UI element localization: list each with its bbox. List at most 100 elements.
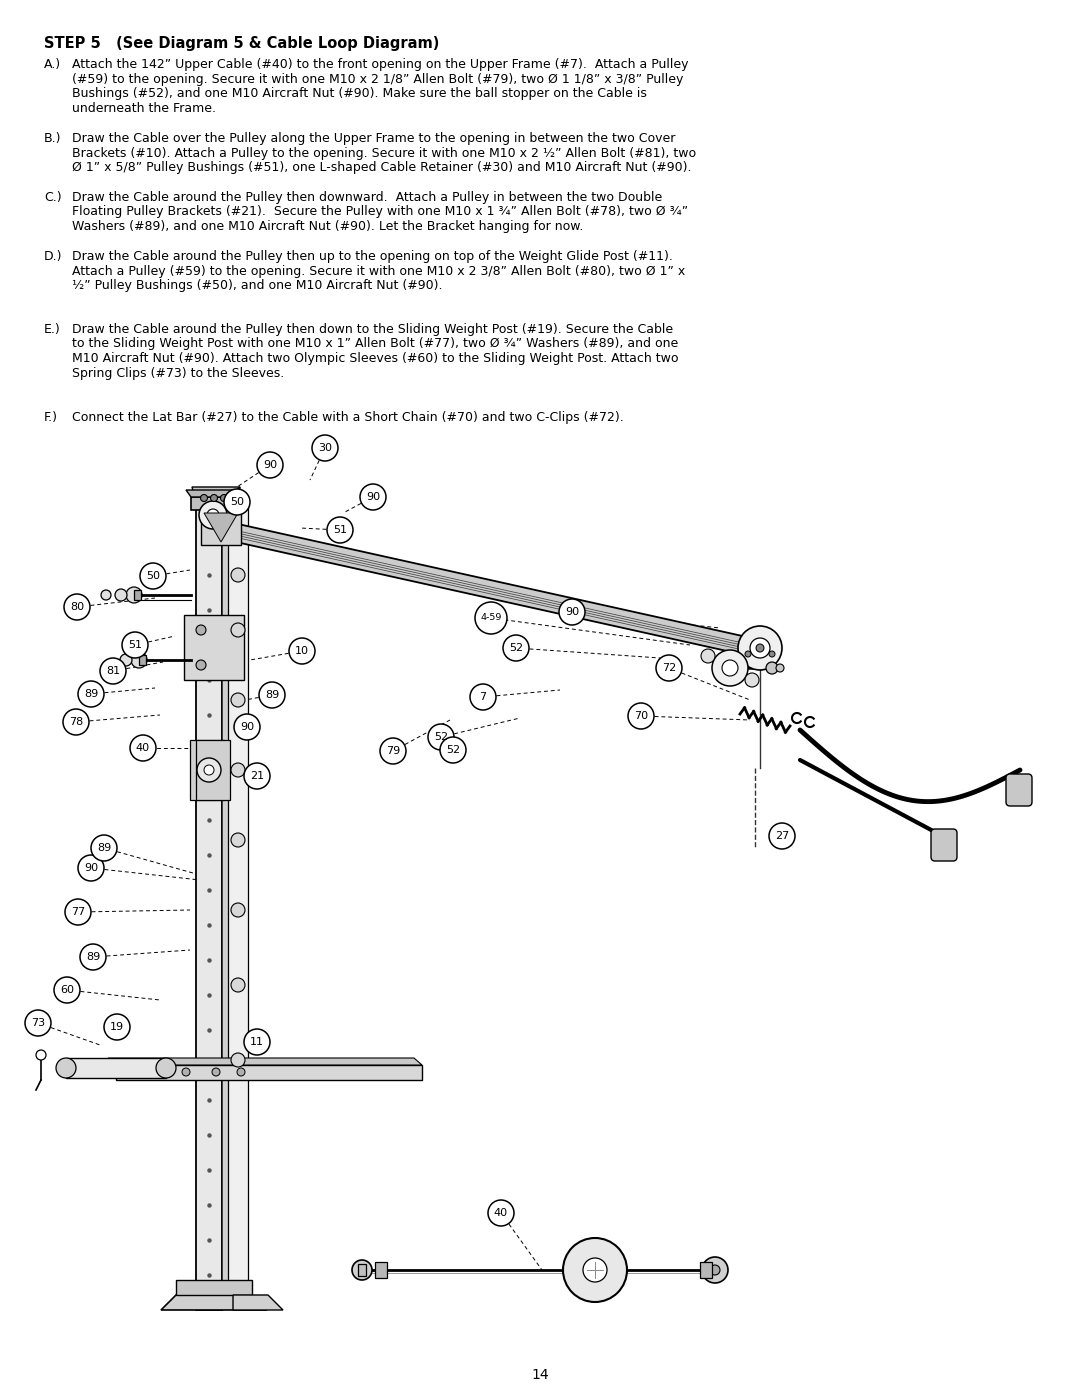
Text: 51: 51: [333, 525, 347, 535]
Circle shape: [563, 1238, 627, 1302]
Text: 30: 30: [318, 443, 332, 453]
Circle shape: [231, 569, 245, 583]
Text: Ø 1” x 5/8” Pulley Bushings (#51), one L-shaped Cable Retainer (#30) and M10 Air: Ø 1” x 5/8” Pulley Bushings (#51), one L…: [72, 161, 691, 175]
Text: 40: 40: [136, 743, 150, 753]
Text: underneath the Frame.: underneath the Frame.: [72, 102, 216, 115]
Circle shape: [100, 658, 126, 685]
Circle shape: [559, 599, 585, 624]
Circle shape: [231, 623, 245, 637]
Circle shape: [712, 650, 748, 686]
Text: 72: 72: [662, 664, 676, 673]
Polygon shape: [184, 615, 244, 680]
Text: 52: 52: [434, 732, 448, 742]
Circle shape: [224, 489, 249, 515]
Circle shape: [745, 651, 751, 657]
Text: Spring Clips (#73) to the Sleeves.: Spring Clips (#73) to the Sleeves.: [72, 366, 284, 380]
Circle shape: [114, 590, 127, 601]
Text: 90: 90: [240, 722, 254, 732]
Circle shape: [126, 587, 141, 604]
Circle shape: [78, 855, 104, 882]
Circle shape: [470, 685, 496, 710]
Circle shape: [583, 1259, 607, 1282]
Circle shape: [475, 602, 507, 634]
Text: C.): C.): [44, 191, 62, 204]
Polygon shape: [66, 1058, 166, 1078]
Circle shape: [183, 1067, 190, 1076]
Circle shape: [122, 631, 148, 658]
Text: 7: 7: [480, 692, 487, 703]
Circle shape: [212, 1067, 220, 1076]
Circle shape: [769, 651, 775, 657]
Text: 73: 73: [31, 1018, 45, 1028]
Circle shape: [36, 1051, 46, 1060]
Circle shape: [156, 1058, 176, 1078]
Polygon shape: [134, 590, 141, 599]
Text: to the Sliding Weight Post with one M10 x 1” Allen Bolt (#77), two Ø ¾” Washers : to the Sliding Weight Post with one M10 …: [72, 338, 678, 351]
Text: 52: 52: [509, 643, 523, 652]
Circle shape: [140, 563, 166, 590]
Polygon shape: [139, 655, 146, 665]
Text: Draw the Cable around the Pulley then down to the Sliding Weight Post (#19). Sec: Draw the Cable around the Pulley then do…: [72, 323, 673, 337]
Circle shape: [738, 626, 782, 671]
Circle shape: [220, 495, 228, 502]
Circle shape: [199, 502, 227, 529]
Circle shape: [231, 902, 245, 916]
Text: 90: 90: [262, 460, 278, 469]
Circle shape: [195, 624, 206, 636]
Text: 89: 89: [97, 842, 111, 854]
Circle shape: [360, 483, 386, 510]
Text: 89: 89: [86, 951, 100, 963]
Circle shape: [627, 703, 654, 729]
Text: 77: 77: [71, 907, 85, 916]
Polygon shape: [233, 1295, 283, 1310]
Text: (#59) to the opening. Secure it with one M10 x 2 1/8” Allen Bolt (#79), two Ø 1 : (#59) to the opening. Secure it with one…: [72, 73, 684, 85]
Text: 60: 60: [60, 985, 75, 995]
Circle shape: [211, 495, 217, 502]
Text: B.): B.): [44, 131, 62, 145]
Circle shape: [78, 680, 104, 707]
Text: 81: 81: [106, 666, 120, 676]
Circle shape: [120, 654, 132, 666]
Circle shape: [745, 673, 759, 687]
Circle shape: [701, 650, 715, 664]
Circle shape: [312, 434, 338, 461]
Text: 14: 14: [531, 1368, 549, 1382]
Circle shape: [756, 644, 764, 652]
Circle shape: [80, 944, 106, 970]
Text: 40: 40: [494, 1208, 508, 1218]
Text: E.): E.): [44, 323, 60, 337]
Polygon shape: [222, 488, 240, 1310]
Circle shape: [428, 724, 454, 750]
Circle shape: [257, 453, 283, 478]
Circle shape: [54, 977, 80, 1003]
Circle shape: [207, 509, 219, 521]
Text: Draw the Cable around the Pulley then downward.  Attach a Pulley in between the : Draw the Cable around the Pulley then do…: [72, 191, 662, 204]
Polygon shape: [116, 1065, 422, 1080]
Circle shape: [237, 1067, 245, 1076]
Circle shape: [104, 1014, 130, 1039]
Circle shape: [656, 655, 681, 680]
Polygon shape: [208, 518, 757, 657]
Text: STEP 5   (See Diagram 5 & Cable Loop Diagram): STEP 5 (See Diagram 5 & Cable Loop Diagr…: [44, 36, 440, 52]
Polygon shape: [176, 1280, 252, 1295]
Circle shape: [231, 1053, 245, 1067]
Polygon shape: [195, 502, 222, 1310]
Text: 70: 70: [634, 711, 648, 721]
Circle shape: [769, 823, 795, 849]
Text: 89: 89: [84, 689, 98, 698]
Text: 89: 89: [265, 690, 279, 700]
Circle shape: [440, 738, 465, 763]
Circle shape: [25, 1010, 51, 1037]
Text: A.): A.): [44, 59, 62, 71]
Text: 90: 90: [84, 863, 98, 873]
Circle shape: [702, 1257, 728, 1282]
Text: 21: 21: [249, 771, 265, 781]
Text: 80: 80: [70, 602, 84, 612]
Circle shape: [64, 594, 90, 620]
Circle shape: [289, 638, 315, 664]
Circle shape: [231, 693, 245, 707]
Circle shape: [56, 1058, 76, 1078]
Circle shape: [327, 517, 353, 543]
Circle shape: [231, 833, 245, 847]
Text: Floating Pulley Brackets (#21).  Secure the Pulley with one M10 x 1 ¾” Allen Bol: Floating Pulley Brackets (#21). Secure t…: [72, 205, 688, 218]
